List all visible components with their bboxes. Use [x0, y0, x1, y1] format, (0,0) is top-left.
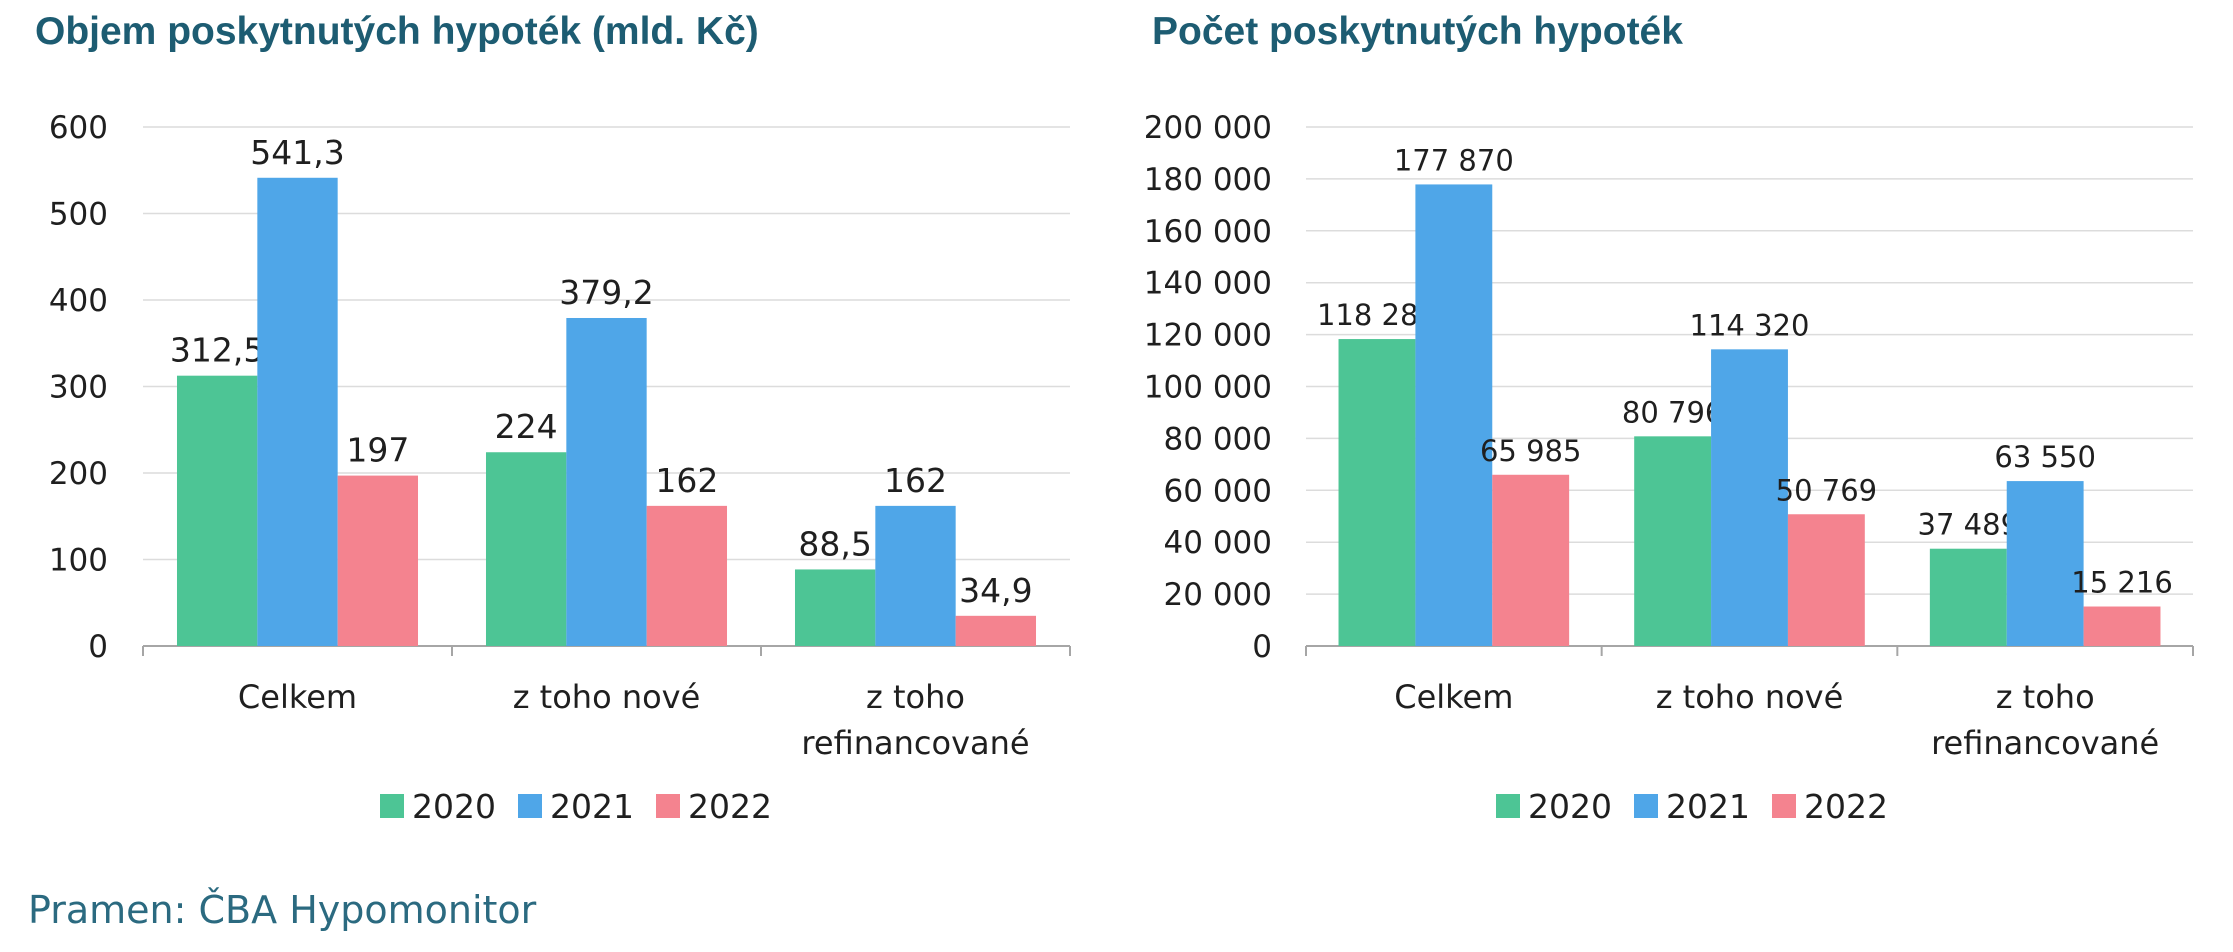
y-tick-label: 160 000	[1144, 214, 1272, 250]
legend-swatch-2022	[1772, 794, 1796, 818]
data-label: 541,3	[250, 133, 344, 172]
category-label: Celkem	[238, 678, 357, 716]
y-tick-label: 20 000	[1164, 577, 1272, 613]
legend-swatch-2021	[518, 794, 542, 818]
data-label: 197	[346, 431, 409, 470]
bar-2021	[1711, 349, 1788, 646]
bar-2020	[485, 452, 567, 646]
legend-label: 2022	[1804, 787, 1888, 826]
bar-2022	[337, 475, 419, 646]
bar-2022	[646, 505, 728, 646]
y-tick-label: 180 000	[1144, 162, 1272, 198]
bar-2020	[1338, 339, 1416, 646]
y-tick-label: 100	[49, 543, 108, 579]
category-label: z toho	[866, 678, 965, 716]
y-tick-label: 200	[49, 456, 108, 492]
bar-2020	[794, 569, 876, 646]
y-tick-label: 100 000	[1144, 370, 1272, 406]
y-tick-label: 0	[1252, 629, 1272, 665]
bar-2022	[955, 615, 1037, 646]
legend-label: 2020	[1528, 787, 1612, 826]
y-tick-label: 60 000	[1164, 473, 1272, 509]
data-label: 63 550	[1994, 440, 2095, 474]
bar-2022	[1787, 514, 1865, 646]
data-label: 162	[655, 461, 718, 500]
y-tick-label: 400	[49, 283, 108, 319]
chart-title: Objem poskytnutých hypoték (mld. Kč)	[35, 10, 759, 53]
legend-label: 2021	[1666, 787, 1750, 826]
category-label: Celkem	[1394, 678, 1513, 716]
source-note: Pramen: ČBA Hypomonitor	[28, 888, 537, 932]
data-label: 37 489	[1918, 508, 2019, 542]
data-label: 177 870	[1394, 143, 1514, 177]
bar-2022	[2083, 606, 2161, 646]
legend-swatch-2020	[380, 794, 404, 818]
data-label: 50 769	[1776, 473, 1877, 507]
data-label: 65 985	[1480, 434, 1581, 468]
data-label: 114 320	[1690, 308, 1810, 342]
data-label: 80 796	[1622, 395, 1723, 429]
y-tick-label: 500	[49, 197, 108, 233]
data-label: 379,2	[559, 273, 653, 312]
bar-2021	[875, 505, 956, 646]
y-tick-label: 80 000	[1164, 421, 1272, 457]
legend-label: 2021	[550, 787, 634, 826]
category-label: refinancované	[1931, 724, 2159, 762]
category-label: z toho nové	[1656, 678, 1844, 716]
data-label: 15 216	[2071, 566, 2172, 600]
data-label: 224	[495, 407, 558, 446]
bar-2020	[1929, 548, 2007, 646]
y-tick-label: 140 000	[1144, 266, 1272, 302]
bar-2021	[1415, 184, 1493, 646]
category-label: z toho	[1996, 678, 2095, 716]
y-tick-label: 300	[49, 370, 108, 406]
y-tick-label: 120 000	[1144, 318, 1272, 354]
legend-swatch-2020	[1496, 794, 1520, 818]
data-label: 34,9	[959, 571, 1032, 610]
bar-2020	[1634, 436, 1712, 646]
y-tick-label: 200 000	[1144, 110, 1272, 146]
y-tick-label: 0	[88, 629, 108, 665]
chart-title: Počet poskytnutých hypoték	[1152, 10, 1683, 53]
category-label: z toho nové	[513, 678, 701, 716]
bar-2021	[566, 317, 647, 646]
legend-swatch-2022	[656, 794, 680, 818]
category-label: refinancované	[801, 724, 1029, 762]
bar-2021	[257, 177, 338, 646]
volume-chart: Objem poskytnutých hypoték (mld. Kč) 0 100…	[35, 10, 1071, 826]
legend-label: 2022	[688, 787, 772, 826]
data-label: 162	[884, 461, 947, 500]
y-tick-label: 600	[49, 110, 108, 146]
legend-label: 2020	[412, 787, 496, 826]
count-chart: Počet poskytnutých hypoték 0 20 000 40 000 6…	[1144, 10, 2194, 826]
bar-2022	[1492, 474, 1570, 646]
bar-2020	[176, 375, 258, 646]
bar-2021	[2006, 481, 2084, 646]
y-tick-label: 40 000	[1164, 525, 1272, 561]
data-label: 88,5	[798, 524, 871, 563]
legend-swatch-2021	[1634, 794, 1658, 818]
data-label: 312,5	[170, 331, 264, 370]
